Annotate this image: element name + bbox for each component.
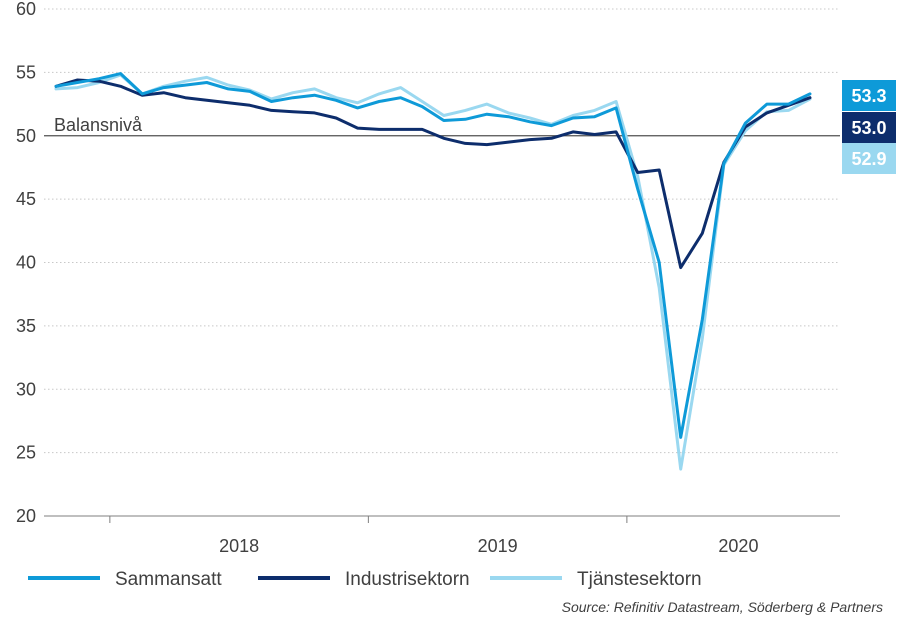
end-label-value-sammansatt: 53.3: [851, 86, 886, 106]
y-tick-label-60: 60: [16, 0, 36, 19]
y-tick-label-35: 35: [16, 316, 36, 336]
y-axis-ticks: 20 25 30 35 40 45 50 55 60: [16, 0, 36, 526]
y-tick-label-45: 45: [16, 189, 36, 209]
y-tick-label-50: 50: [16, 126, 36, 146]
x-axis-ticks: [109, 516, 628, 523]
end-label-box-tjänstesektorn: [842, 143, 896, 174]
legend: Sammansatt Industrisektorn Tjänstesektor…: [28, 569, 702, 590]
end-value-labels: 53.3 53.0 52.9: [842, 80, 896, 174]
end-label-box-industrisektorn: [842, 112, 896, 143]
source-note: Source: Refinitiv Datastream, Söderberg …: [562, 599, 883, 615]
y-tick-label-20: 20: [16, 506, 36, 526]
y-tick-label-40: 40: [16, 253, 36, 273]
end-label-box-sammansatt: [842, 80, 896, 111]
legend-label-tjanstesektorn: Tjänstesektorn: [577, 569, 702, 590]
series-line-sammansatt: [54, 72, 812, 439]
x-axis-labels: 2018 2019 2020: [219, 536, 758, 556]
series-lines: [54, 72, 812, 471]
x-label-2018: 2018: [219, 536, 259, 556]
series-line-tjänstesektorn: [54, 73, 812, 471]
end-label-value-industrisektorn: 53.0: [851, 118, 886, 138]
x-label-2020: 2020: [718, 536, 758, 556]
y-tick-label-30: 30: [16, 379, 36, 399]
series-line-industrisektorn: [54, 78, 812, 270]
x-label-2019: 2019: [478, 536, 518, 556]
y-tick-label-25: 25: [16, 443, 36, 463]
end-label-value-tjänstesektorn: 52.9: [851, 149, 886, 169]
y-tick-label-55: 55: [16, 62, 36, 82]
balance-level-label: Balansnivå: [54, 115, 143, 135]
gridlines: [44, 8, 840, 454]
legend-label-industrisektorn: Industrisektorn: [345, 569, 470, 590]
legend-label-sammansatt: Sammansatt: [115, 569, 222, 590]
